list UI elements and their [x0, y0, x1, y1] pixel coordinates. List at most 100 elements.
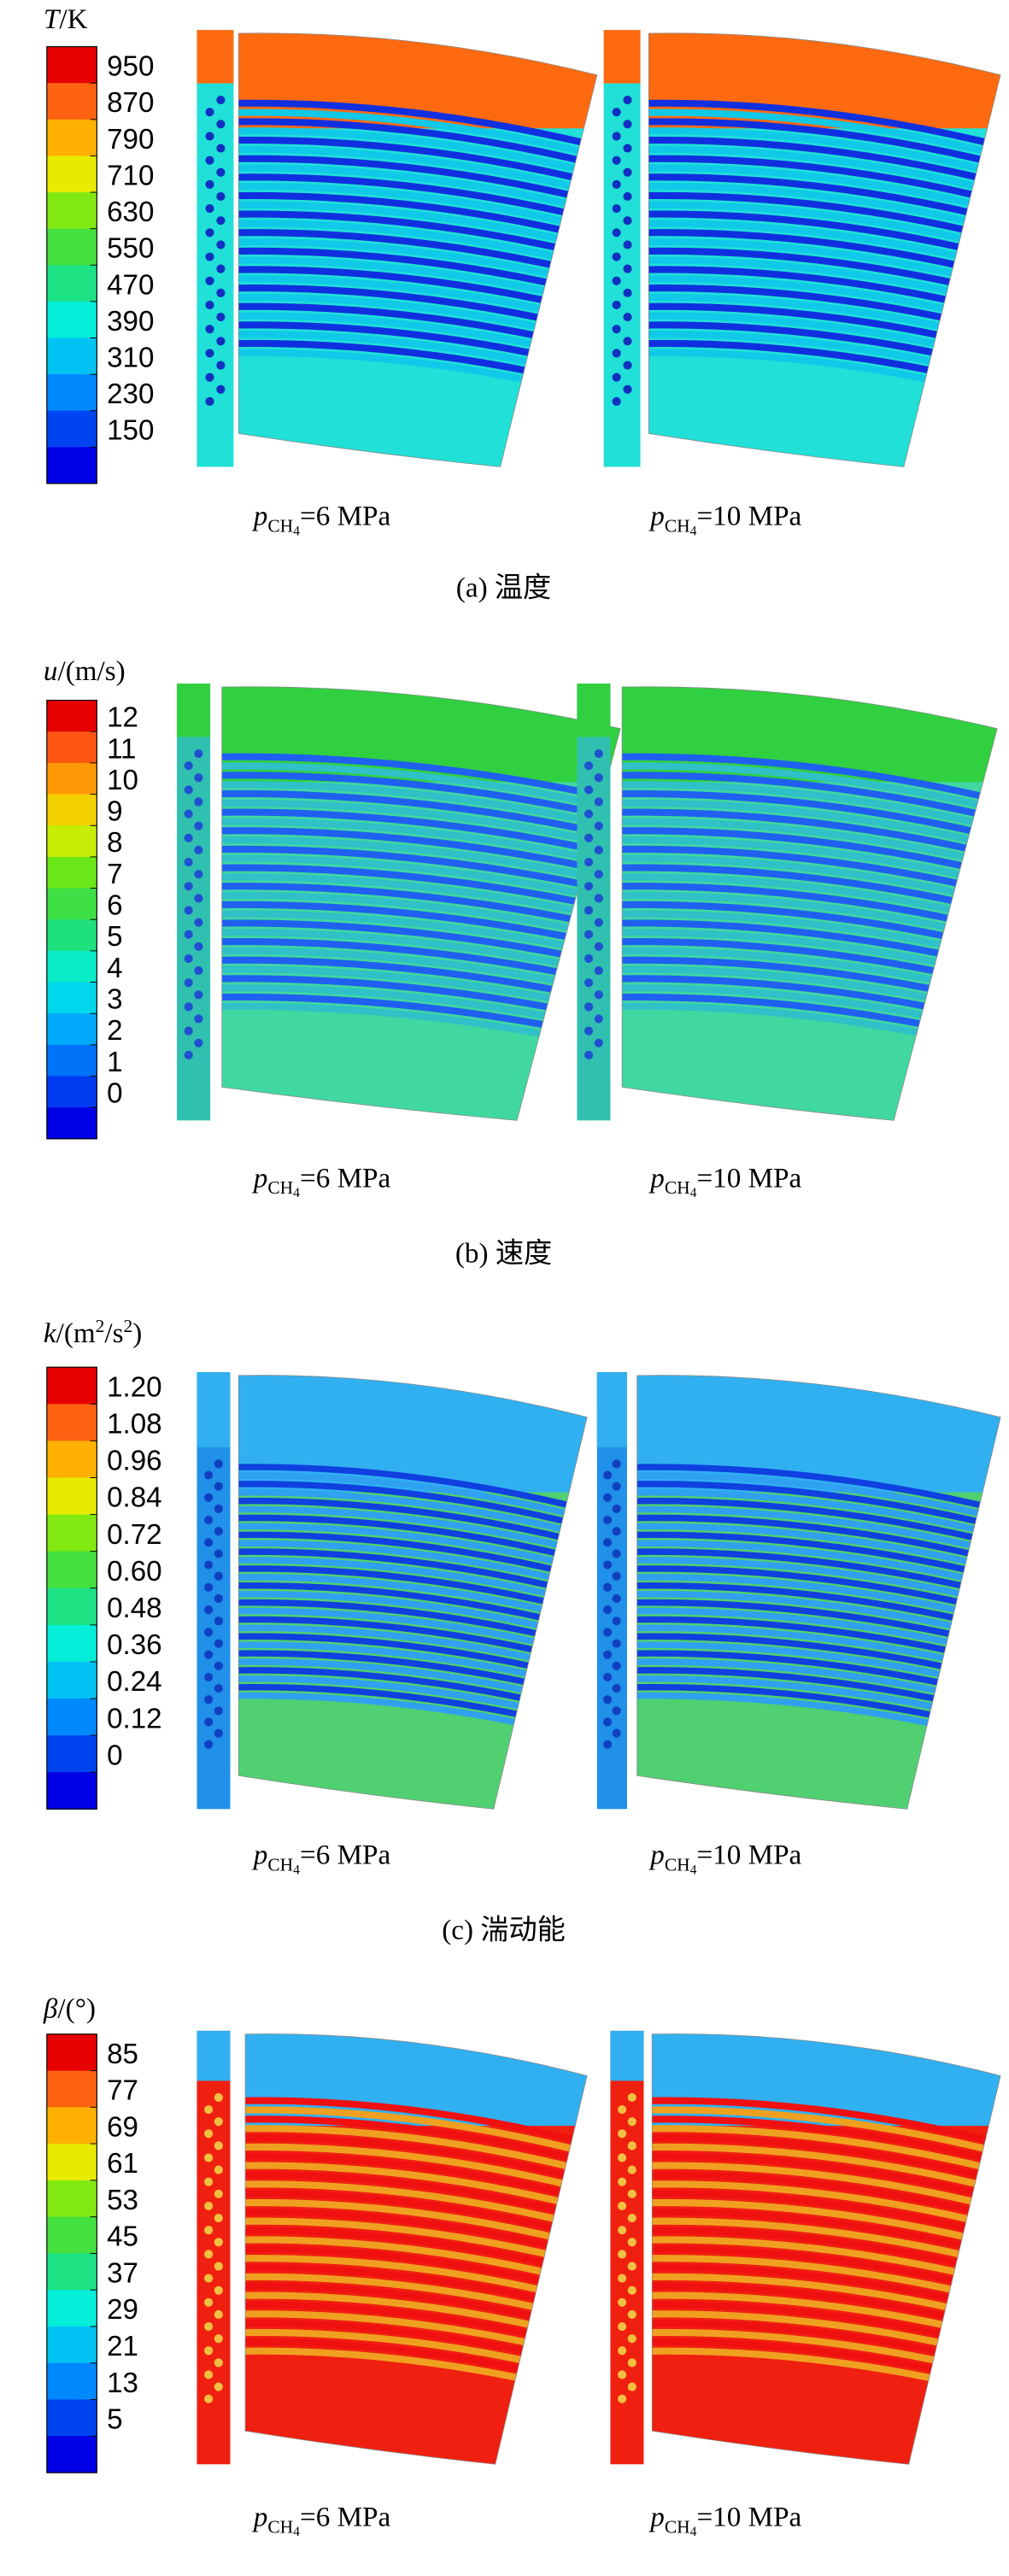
colorbar-band	[46, 1587, 97, 1626]
colorbar-tick-label: 0.60	[107, 1556, 162, 1587]
strip-hole	[618, 2394, 627, 2403]
contour-stripe	[238, 1472, 588, 1526]
strip-hole	[623, 264, 632, 273]
colorbar-band	[46, 265, 97, 302]
strip-hole	[603, 1470, 613, 1480]
panel: k/(m2/s2)1.201.080.960.840.720.600.480.3…	[44, 1316, 1001, 1946]
colorbar-tick-label: 4	[107, 953, 122, 984]
strip-hole	[214, 1549, 223, 1558]
label-sub: CH	[665, 2516, 690, 2537]
colorbar-tick-label: 37	[107, 2257, 138, 2289]
strip-hole	[214, 1639, 223, 1648]
strip-hole	[623, 96, 632, 105]
colorbar-band	[46, 919, 97, 952]
strip-hole	[204, 2274, 214, 2283]
colorbar-band	[46, 1404, 97, 1441]
label-subsub: 4	[690, 2525, 697, 2539]
strip-hole	[584, 857, 594, 867]
strip-hole	[623, 167, 632, 177]
contour-stripe	[245, 2106, 588, 2161]
contour-stripe	[652, 2180, 1001, 2235]
strip-hole	[214, 2141, 223, 2151]
contour-stripe	[622, 818, 998, 872]
strip-hole	[594, 773, 603, 783]
contour	[648, 32, 1001, 467]
strip	[603, 30, 641, 467]
colorbar-band	[46, 119, 97, 157]
strip-hole	[623, 384, 632, 394]
strip-hole	[603, 1650, 613, 1659]
strip-hole	[205, 155, 214, 165]
strip-hole	[205, 300, 214, 310]
colorbar-tick-label: 5	[107, 2404, 122, 2436]
colorbar-tick-label: 13	[107, 2368, 138, 2399]
contour-outline	[238, 1375, 588, 1810]
strip-hole	[204, 1740, 214, 1749]
strip-top	[596, 1372, 627, 1447]
colorbar-tick-label: 0.72	[107, 1519, 162, 1551]
colorbar-tick-label: 61	[107, 2148, 138, 2180]
title-part: /K	[59, 3, 87, 35]
strip-hole	[184, 809, 193, 819]
label-var: p	[252, 2501, 268, 2532]
title-part: /(m	[56, 1317, 96, 1349]
colorbar-band	[46, 1735, 97, 1773]
condition-label: pCH4=10 MPa	[648, 501, 801, 539]
strip-hole	[216, 288, 226, 297]
colorbar-band	[46, 46, 97, 84]
strip-hole	[204, 1470, 214, 1480]
colorbar-band	[46, 2033, 97, 2072]
contour-stripe	[648, 118, 1001, 173]
colorbar-band	[46, 825, 97, 858]
strip-hole	[623, 288, 632, 297]
strip-hole	[214, 2117, 223, 2127]
contour-stripe	[622, 753, 998, 807]
colorbar-band	[46, 2253, 97, 2291]
strip-hole	[214, 1527, 223, 1536]
contour	[652, 2033, 1001, 2465]
strip-hole	[618, 2129, 627, 2139]
strip-hole	[584, 882, 594, 891]
contour-stripe	[652, 2162, 1001, 2216]
label-sub: CH	[267, 2516, 293, 2537]
strip-hole	[618, 2274, 627, 2283]
strip-hole	[627, 2213, 636, 2223]
colorbar-tick-label: 1	[107, 1047, 122, 1078]
contour-stripe	[648, 99, 1001, 154]
label-var: p	[648, 501, 665, 532]
contour-stripe	[652, 2125, 1001, 2179]
label-var: p	[648, 1162, 665, 1194]
colorbar-title: β/(°)	[43, 1992, 96, 2024]
strip-hole	[603, 1515, 613, 1525]
strip-hole	[584, 761, 594, 771]
strip-hole	[612, 1728, 621, 1738]
contour-outline	[621, 686, 998, 1121]
strip-hole	[194, 894, 203, 903]
label-subsub: 4	[293, 2525, 300, 2539]
colorbar-band	[46, 700, 97, 732]
strip-hole	[627, 2141, 636, 2151]
colorbar-tick-label: 390	[107, 306, 154, 337]
strip-hole	[184, 1026, 193, 1036]
strip-hole	[204, 2250, 214, 2259]
strip-hole	[194, 870, 203, 879]
strip-hole	[627, 2286, 636, 2295]
caption: (a) 温度	[456, 572, 551, 604]
contour-stripe	[652, 2143, 1001, 2198]
strip-hole	[216, 191, 226, 202]
strip-hole	[612, 1684, 621, 1693]
strip-hole	[603, 1538, 613, 1547]
caption: (c) 湍动能	[442, 1915, 566, 1946]
contour-stripe	[636, 1489, 1001, 1543]
colorbar-tick-label: 870	[107, 87, 154, 119]
strip-hole	[214, 1661, 223, 1670]
strip-hole	[204, 1582, 214, 1592]
colorbar-tick-label: 0.24	[107, 1666, 162, 1698]
contour-stripe	[652, 2171, 1001, 2226]
label-rest: =10 MPa	[696, 501, 801, 532]
strip-hole	[584, 1050, 594, 1059]
label-rest: =6 MPa	[300, 2501, 390, 2532]
colorbar-band	[46, 794, 97, 826]
contour-stripe	[245, 2171, 588, 2226]
